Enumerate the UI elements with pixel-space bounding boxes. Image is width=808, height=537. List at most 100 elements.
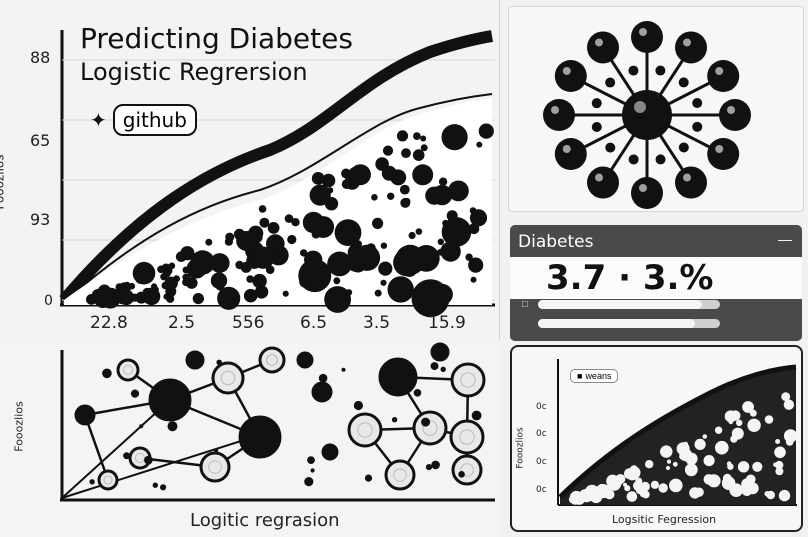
- data-point: [441, 124, 468, 151]
- mini-bubble: [658, 483, 668, 493]
- mini-bubble: [702, 434, 708, 439]
- data-point: [197, 296, 204, 303]
- hub-small-node: [605, 142, 616, 153]
- main-chart-panel: Predicting Diabetes Logistic Regrersion …: [0, 0, 500, 340]
- mini-bubble: [641, 490, 650, 499]
- y-tick: 93: [30, 210, 51, 229]
- data-point: [217, 286, 241, 310]
- data-point: [440, 241, 461, 262]
- data-point: [164, 266, 173, 275]
- progress-bar: [538, 319, 720, 328]
- network-node: [116, 358, 140, 382]
- trend-curve: [59, 30, 493, 304]
- scatter-dot: [430, 362, 439, 371]
- network-panel: Fooozlios Logitic regrasion: [0, 340, 500, 537]
- scatter-dot: [160, 484, 167, 491]
- data-point: [333, 277, 341, 285]
- scatter-dot: [310, 468, 315, 473]
- mini-bubble: [585, 484, 599, 499]
- network-node: [97, 469, 119, 491]
- mini-bubble: [730, 410, 741, 421]
- scatter-dot: [123, 452, 131, 460]
- mini-bubble: [624, 485, 631, 492]
- node-ring: [123, 365, 133, 375]
- hub-small-node: [605, 77, 616, 88]
- node-ring: [393, 468, 407, 482]
- hub-node: [554, 60, 587, 92]
- data-point: [347, 254, 364, 272]
- data-point: [284, 214, 294, 223]
- hub-node: [675, 166, 707, 199]
- github-badge[interactable]: ✦ github: [90, 104, 197, 136]
- network-node: [449, 419, 485, 455]
- data-point: [241, 263, 249, 271]
- mini-bubble: [686, 465, 693, 472]
- scatter-dot: [341, 367, 346, 372]
- hub-small-node: [655, 154, 666, 165]
- data-point: [396, 130, 409, 142]
- data-point: [266, 234, 285, 253]
- data-point: [164, 276, 178, 290]
- scatter-dot: [431, 460, 440, 470]
- data-point: [408, 231, 416, 240]
- stats-title: Diabetes: [518, 232, 594, 252]
- mini-y-tick: 0c: [536, 402, 547, 412]
- mini-bubble: [703, 455, 715, 467]
- data-point: [399, 184, 410, 195]
- hub-node: [719, 99, 751, 131]
- data-point: [327, 200, 336, 209]
- mini-bubble: [650, 480, 659, 489]
- data-point: [380, 242, 388, 249]
- data-point: [387, 276, 414, 303]
- mini-bubble: [722, 473, 732, 483]
- main-chart-graphic: [59, 30, 495, 318]
- hub-node: [707, 60, 740, 92]
- data-point: [243, 288, 258, 303]
- badge-icon: ■: [577, 371, 583, 381]
- mini-bubble: [764, 415, 774, 424]
- network-hub-panel: [508, 6, 804, 212]
- data-point: [468, 257, 484, 273]
- mini-area: [560, 367, 796, 505]
- data-point: [401, 148, 411, 159]
- data-point: [420, 135, 427, 142]
- data-point: [304, 250, 323, 269]
- data-point: [302, 211, 325, 234]
- mini-bubble: [775, 439, 781, 444]
- node-highlight: [562, 67, 571, 75]
- data-point: [446, 210, 458, 222]
- data-point: [448, 180, 469, 202]
- github-icon: ✦: [90, 109, 107, 132]
- chart-subtitle: Logistic Regrersion: [80, 58, 308, 86]
- data-point: [465, 253, 473, 261]
- node-highlight: [727, 106, 735, 114]
- data-point: [115, 283, 124, 291]
- data-point: [354, 240, 362, 248]
- network-node: [450, 362, 486, 398]
- close-icon[interactable]: —: [778, 231, 792, 247]
- hub-node: [587, 31, 619, 64]
- mini-bubble: [714, 426, 723, 434]
- y-tick: 65: [30, 131, 51, 150]
- node-highlight: [595, 38, 603, 47]
- node-ring: [460, 372, 476, 388]
- network-node: [430, 342, 450, 362]
- mini-bubble: [783, 399, 795, 410]
- data-point: [334, 219, 362, 247]
- data-point: [400, 197, 411, 208]
- hub-small-node: [628, 154, 639, 165]
- x-tick: 22.8: [90, 313, 128, 333]
- mini-bubble: [626, 491, 638, 502]
- mini-bubble: [728, 419, 734, 425]
- data-point: [415, 228, 423, 235]
- scatter-dot: [353, 400, 363, 411]
- stats-value: 3.7 · 3.%: [546, 258, 714, 298]
- data-point: [182, 273, 190, 281]
- data-point: [224, 237, 233, 246]
- data-point: [413, 132, 421, 141]
- data-point: [324, 286, 351, 313]
- mini-bubble: [570, 496, 580, 505]
- data-point: [382, 145, 394, 156]
- mini-bubble: [666, 466, 670, 470]
- mini-bubble: [775, 467, 784, 476]
